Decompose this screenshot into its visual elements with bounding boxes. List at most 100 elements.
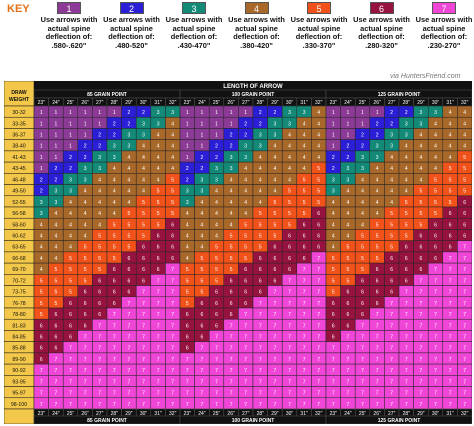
key-line2-3: actual spine (172, 23, 216, 33)
spine-cell-value: 4 (98, 189, 101, 195)
spine-cell-value: 6 (390, 267, 393, 273)
top-group-label: 125 GRAIN POINT (378, 92, 421, 98)
table-title: LENGTH OF ARROW (223, 84, 283, 90)
spine-cell-value: 5 (113, 234, 116, 240)
spine-cell-value: 4 (376, 200, 379, 206)
spine-cell-value: 5 (449, 177, 452, 183)
key-swatch-2: 2 (119, 2, 144, 14)
spine-cell-value: 7 (361, 379, 364, 385)
spine-cell-value: 6 (390, 290, 393, 296)
spine-cell-value: 4 (347, 200, 350, 206)
spine-cell-value: 6 (288, 256, 291, 262)
spine-cell-value: 5 (259, 211, 262, 217)
draw-weight-label: 93-95 (12, 379, 25, 385)
spine-cell-value: 7 (317, 346, 320, 352)
spine-cell-value: 5 (40, 301, 43, 307)
spine-cell-value: 2 (113, 133, 116, 139)
top-length-label: 30" (140, 100, 148, 106)
spine-cell-value: 2 (113, 121, 116, 127)
spine-cell-value: 7 (157, 391, 160, 397)
spine-cell-value: 5 (230, 245, 233, 251)
spine-cell-value: 5 (376, 234, 379, 240)
spine-cell-value: 7 (230, 335, 233, 341)
spine-cell-value: 5 (376, 256, 379, 262)
spine-cell-value: 5 (347, 245, 350, 251)
spine-cell-value: 7 (390, 323, 393, 329)
spine-cell-value: 6 (259, 278, 262, 284)
spine-cell-value: 4 (449, 110, 452, 116)
spine-cell-value: 7 (171, 335, 174, 341)
spine-cell-value: 4 (420, 144, 423, 150)
top-length-label: 24" (198, 100, 206, 106)
spine-cell-value: 7 (390, 391, 393, 397)
bottom-group-label: 100 GRAIN POINT (232, 418, 275, 424)
spine-cell-value: 3 (113, 144, 116, 150)
spine-cell-value: 5 (303, 177, 306, 183)
spine-cell-value: 7 (171, 301, 174, 307)
spine-cell-value: 5 (142, 211, 145, 217)
spine-cell-value: 5 (332, 267, 335, 273)
spine-cell-value: 6 (434, 256, 437, 262)
spine-cell-value: 5 (186, 278, 189, 284)
spine-cell-value: 6 (347, 301, 350, 307)
spine-cell-value: 6 (157, 256, 160, 262)
spine-cell-value: 7 (420, 323, 423, 329)
spine-cell-value: 6 (376, 290, 379, 296)
spine-cell-value: 4 (405, 144, 408, 150)
spine-cell-value: 3 (230, 166, 233, 172)
spine-cell-value: 1 (361, 121, 364, 127)
key-description-6: Use arrows with actual spine deflection of… (347, 15, 417, 50)
spine-cell-value: 7 (171, 267, 174, 273)
spine-cell-value: 7 (390, 402, 393, 408)
spine-cell-value: 4 (157, 155, 160, 161)
spine-cell-value: 5 (98, 234, 101, 240)
spine-cell-value: 1 (201, 144, 204, 150)
spine-cell-value: 4 (274, 177, 277, 183)
spine-cell-value: 2 (40, 189, 43, 195)
spine-cell-value: 4 (113, 177, 116, 183)
spine-cell-value: 4 (390, 177, 393, 183)
spine-cell-value: 7 (259, 323, 262, 329)
spine-cell-value: 7 (274, 301, 277, 307)
key-swatch-3: 3 (182, 2, 206, 14)
spine-cell-value: 7 (405, 368, 408, 374)
spine-cell-value: 5 (420, 222, 423, 228)
spine-cell-value: 7 (230, 346, 233, 352)
spine-cell-value: 7 (230, 379, 233, 385)
spine-cell-value: 7 (463, 312, 466, 318)
spine-cell-value: 4 (303, 144, 306, 150)
spine-cell-value: 7 (390, 379, 393, 385)
draw-weight-label: 41-43 (12, 155, 25, 161)
draw-weight-label: 98-100 (11, 402, 27, 408)
spine-cell-value: 7 (113, 379, 116, 385)
spine-cell-value: 7 (113, 335, 116, 341)
spine-cell-value: 6 (303, 222, 306, 228)
spine-cell-value: 6 (98, 290, 101, 296)
key-range-2: .480-520" (115, 40, 148, 50)
spine-cell-value: 7 (303, 402, 306, 408)
spine-cell-value: 7 (420, 278, 423, 284)
spine-cell-value: 4 (361, 222, 364, 228)
spine-cell-value: 7 (390, 368, 393, 374)
spine-cell-value: 4 (215, 189, 218, 195)
spine-cell-value: 6 (201, 335, 204, 341)
spine-cell-value: 7 (420, 301, 423, 307)
key-description-5: Use arrows with actual spine deflection of… (284, 15, 354, 50)
spine-cell-value: 1 (84, 110, 87, 116)
spine-cell-value: 4 (288, 166, 291, 172)
spine-cell-value: 5 (69, 256, 72, 262)
spine-cell-value: 3 (69, 189, 72, 195)
spine-cell-value: 4 (361, 177, 364, 183)
spine-cell-value: 7 (347, 379, 350, 385)
spine-cell-value: 6 (390, 256, 393, 262)
spine-cell-value: 1 (215, 110, 218, 116)
spine-cell-value: 7 (69, 402, 72, 408)
top-length-label: 31" (154, 100, 162, 106)
spine-cell-value: 5 (244, 256, 247, 262)
spine-cell-value: 7 (142, 335, 145, 341)
spine-cell-value: 5 (259, 245, 262, 251)
spine-cell-value: 7 (244, 379, 247, 385)
spine-cell-value: 6 (463, 211, 466, 217)
spine-cell-value: 7 (274, 379, 277, 385)
spine-cell-value: 6 (434, 245, 437, 251)
